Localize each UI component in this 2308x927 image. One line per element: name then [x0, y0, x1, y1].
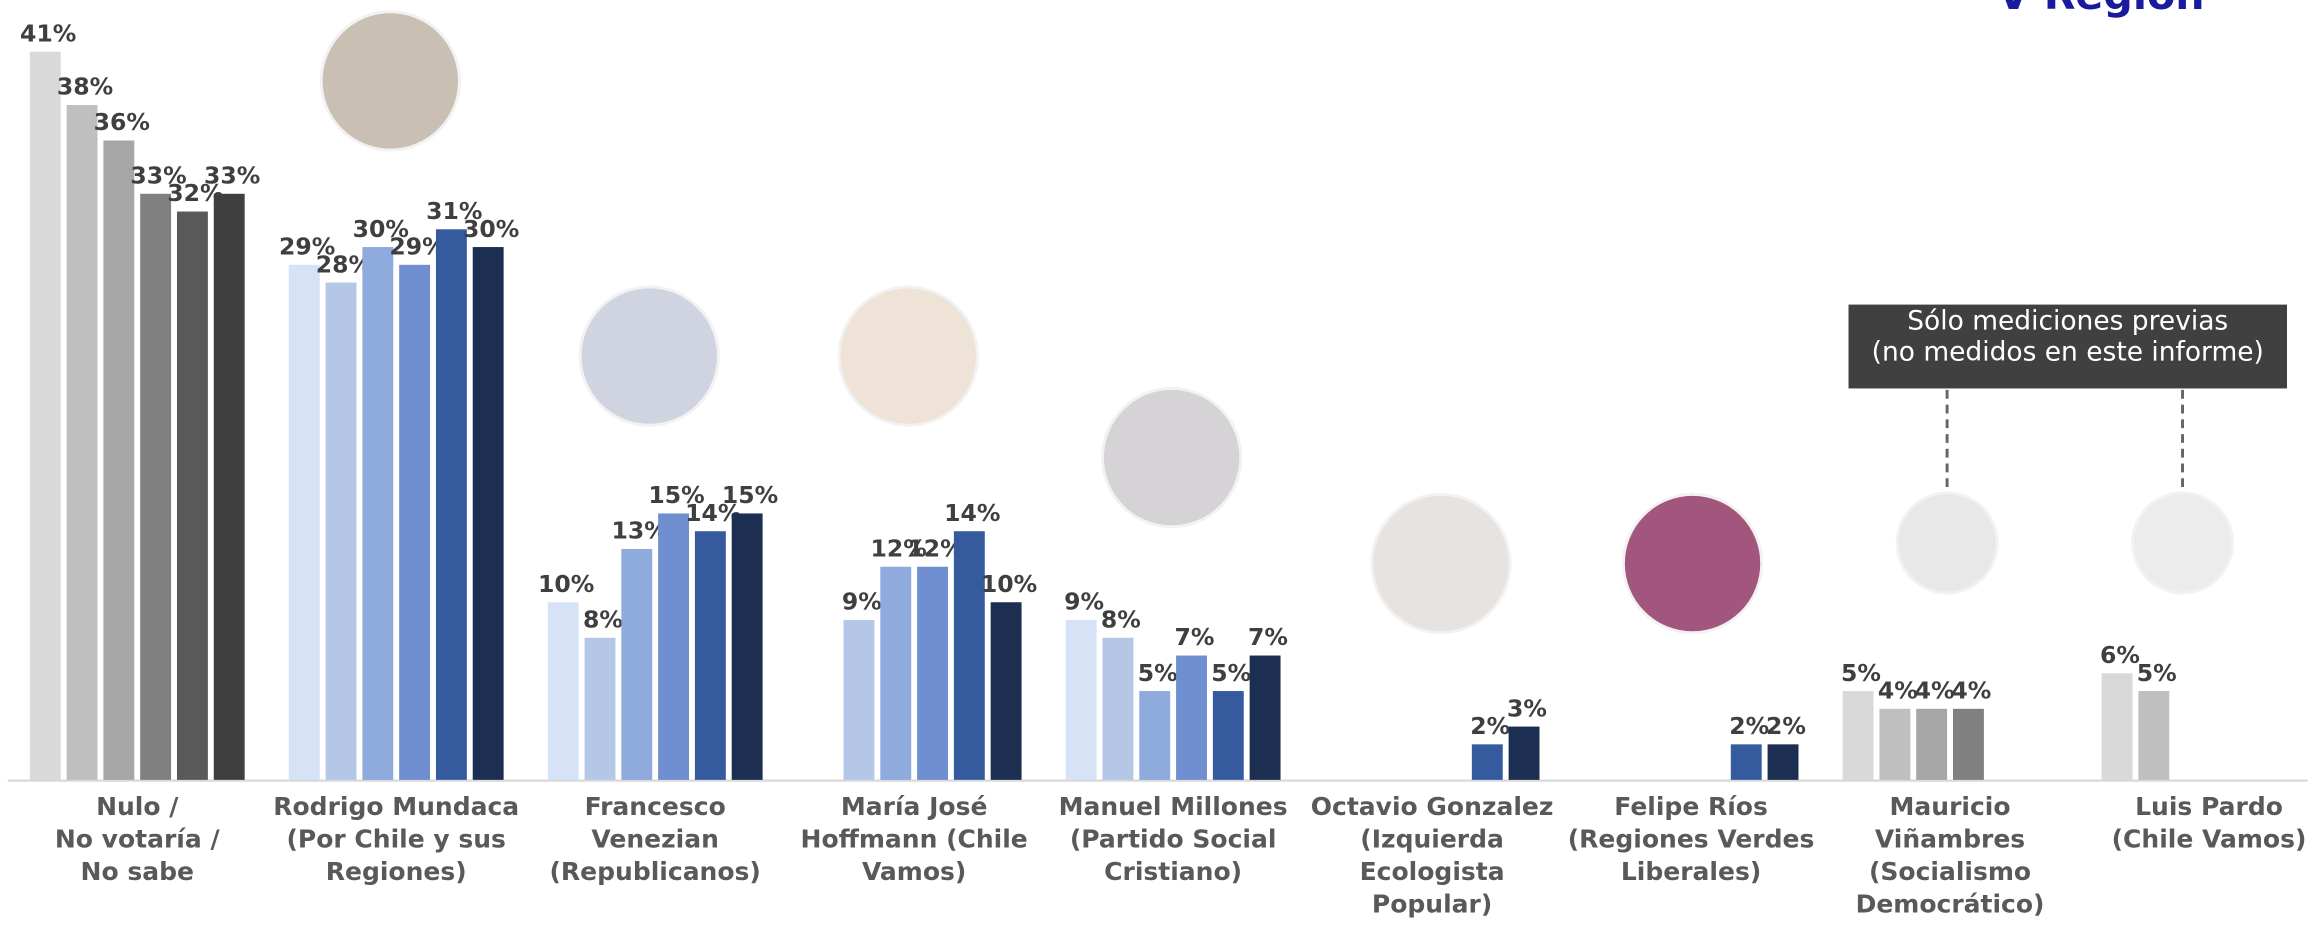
value-label: 15% — [722, 481, 778, 509]
bar — [991, 602, 1022, 780]
x-tick-label: Rodrigo Mundaca(Por Chile y susRegiones) — [273, 792, 519, 886]
value-label: 6% — [2100, 641, 2140, 669]
photo — [839, 287, 977, 425]
bar — [1879, 709, 1910, 780]
value-label: 4% — [1915, 677, 1955, 705]
value-label: 9% — [1064, 588, 1104, 616]
value-label: 10% — [538, 570, 594, 598]
x-tick-label: Felipe Ríos(Regiones VerdesLiberales) — [1568, 792, 1815, 886]
value-label: 4% — [1878, 677, 1918, 705]
x-tick-label: MauricioViñambres(SocialismoDemocrático) — [1856, 792, 2045, 918]
x-tick-label: María JoséHoffmann (ChileVamos) — [801, 792, 1028, 886]
bar — [1066, 620, 1097, 780]
bar — [844, 620, 875, 780]
bar — [1916, 709, 1947, 780]
photo — [321, 12, 459, 150]
photo — [2133, 493, 2233, 593]
bar — [1250, 656, 1281, 780]
bar — [1731, 744, 1762, 780]
bar — [917, 567, 948, 780]
x-tick-label: Manuel Millones(Partido SocialCristiano) — [1059, 792, 1288, 886]
bar — [585, 638, 616, 780]
bar — [1103, 638, 1134, 780]
x-tick-label: FrancescoVenezian(Republicanos) — [550, 792, 761, 886]
x-tick-label: Octavio Gonzalez(IzquierdaEcologistaPopu… — [1311, 792, 1554, 918]
bar — [1176, 656, 1207, 780]
bar — [1213, 691, 1244, 780]
bar — [2138, 691, 2169, 780]
photo — [1623, 494, 1761, 632]
bar — [621, 549, 652, 780]
bar — [473, 247, 504, 780]
value-label: 2% — [1766, 712, 1806, 740]
value-label: 10% — [981, 570, 1037, 598]
bar — [548, 602, 579, 780]
value-label: 14% — [944, 499, 1000, 527]
bar — [103, 140, 134, 779]
page: {"chart_data": { "type": "bar", "title":… — [0, 0, 2308, 927]
photo — [1103, 388, 1241, 526]
value-label: 7% — [1248, 623, 1288, 651]
value-label: 2% — [1470, 712, 1510, 740]
value-label: 2% — [1729, 712, 1769, 740]
bar — [1953, 709, 1984, 780]
bar — [658, 513, 689, 779]
bar — [214, 194, 245, 780]
bar — [326, 283, 357, 780]
x-tick-label: Luis Pardo(Chile Vamos) — [2112, 792, 2307, 853]
bar — [289, 265, 320, 780]
value-label: 30% — [463, 215, 519, 243]
photo — [1897, 493, 1997, 593]
value-label: 8% — [1101, 605, 1141, 633]
chart: V Región Sólo mediciones previas(no medi… — [0, 0, 2308, 927]
photo — [580, 287, 718, 425]
annotation: Sólo mediciones previas(no medidos en es… — [1872, 306, 2264, 368]
bar — [1768, 744, 1799, 780]
bar — [1139, 691, 1170, 780]
value-label: 4% — [1951, 677, 1991, 705]
bar — [362, 247, 393, 780]
bar — [2102, 673, 2133, 780]
bar — [880, 567, 911, 780]
value-label: 33% — [204, 161, 260, 189]
bar — [140, 194, 171, 780]
bar — [1843, 691, 1874, 780]
bar — [732, 513, 763, 779]
value-label: 38% — [57, 73, 113, 101]
value-label: 8% — [583, 605, 623, 633]
bar — [954, 531, 985, 780]
value-label: 5% — [1138, 659, 1178, 687]
value-label: 3% — [1507, 694, 1547, 722]
bar — [30, 52, 61, 780]
bar — [1509, 727, 1540, 780]
bar — [67, 105, 98, 780]
bar — [177, 212, 208, 780]
x-tick-label: Nulo /No votaría /No sabe — [55, 792, 221, 886]
chart-title: V Región — [1998, 0, 2205, 19]
value-label: 7% — [1174, 623, 1214, 651]
bar — [399, 265, 430, 780]
value-label: 5% — [2137, 659, 2177, 687]
bar — [695, 531, 726, 780]
value-label: 41% — [20, 19, 76, 47]
value-label: 36% — [94, 108, 150, 136]
value-label: 5% — [1211, 659, 1251, 687]
bar — [1472, 744, 1503, 780]
value-label: 5% — [1841, 659, 1881, 687]
photo — [1372, 494, 1510, 632]
value-label: 9% — [842, 588, 882, 616]
bar — [436, 229, 467, 780]
